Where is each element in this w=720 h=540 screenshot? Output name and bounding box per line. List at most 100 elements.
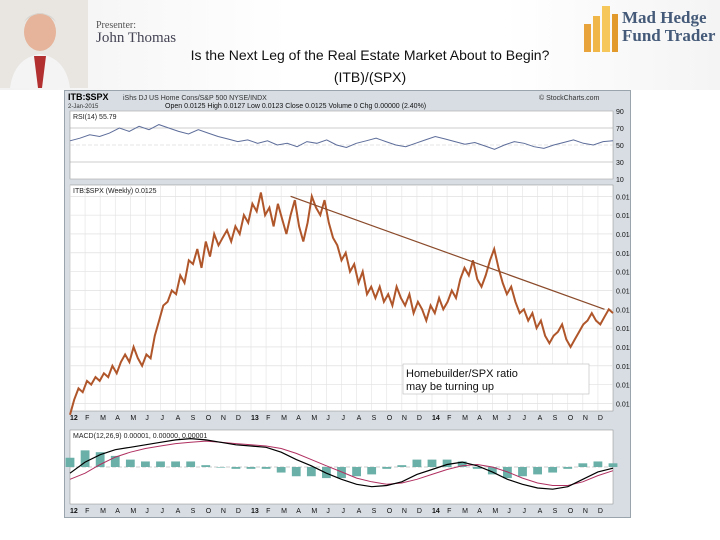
price-tick-label: 0.0155: [616, 194, 630, 201]
macd-histogram-bar: [141, 461, 150, 467]
price-x-tick-label: A: [176, 415, 181, 422]
macd-histogram-bar: [246, 467, 256, 469]
price-x-tick-label: A: [538, 415, 543, 422]
slide-title-line2: (ITB)/(SPX): [333, 69, 407, 85]
price-x-tick-label: M: [100, 415, 106, 422]
macd-x-tick-label: F: [266, 508, 270, 515]
logo-line1: Mad Hedge: [622, 8, 707, 27]
macd-x-tick-label: A: [538, 508, 543, 515]
price-x-tick-label: 14: [432, 415, 440, 422]
macd-histogram-bar: [110, 455, 120, 467]
macd-x-tick-label: O: [387, 508, 393, 515]
macd-x-tick-label: 12: [70, 508, 78, 515]
macd-histogram-bar: [216, 467, 226, 468]
price-x-tick-label: F: [266, 415, 270, 422]
price-x-tick-label: J: [523, 415, 527, 422]
macd-x-tick-label: M: [130, 508, 136, 515]
price-x-tick-label: F: [85, 415, 89, 422]
macd-x-tick-label: A: [115, 508, 120, 515]
macd-histogram-bar: [291, 467, 301, 477]
macd-x-tick-label: D: [598, 508, 603, 515]
price-x-tick-label: A: [477, 415, 482, 422]
price-x-tick-label: D: [236, 415, 241, 422]
presenter-photo: [0, 0, 88, 88]
price-x-tick-label: A: [115, 415, 120, 422]
logo-line2: Fund Trader: [622, 26, 716, 45]
macd-histogram-bar: [337, 467, 346, 479]
macd-x-tick-label: J: [342, 508, 346, 515]
chart-quote-line: Open 0.0125 High 0.0127 Low 0.0123 Close…: [165, 103, 426, 110]
rsi-tick-label: 50: [616, 143, 624, 150]
macd-histogram-bar: [65, 457, 75, 467]
price-tick-label: 0.0115: [616, 345, 630, 352]
rsi-line: [69, 124, 614, 150]
price-tick-label: 0.015: [616, 213, 630, 220]
macd-x-tick-label: M: [311, 508, 317, 515]
mad-hedge-logo-icon: [584, 6, 618, 52]
annotation-line2: may be turning up: [406, 381, 494, 393]
annotation-line1: Homebuilder/SPX ratio: [406, 368, 518, 380]
macd-x-tick-label: M: [100, 508, 106, 515]
annotation-box: [402, 363, 590, 395]
price-x-tick-label: 12: [70, 415, 78, 422]
macd-x-tick-label: 13: [251, 508, 259, 515]
macd-x-tick-label: O: [568, 508, 574, 515]
macd-histogram-bar: [472, 467, 482, 469]
macd-x-tick-label: 14: [432, 508, 440, 515]
price-x-tick-label: 13: [251, 415, 259, 422]
macd-label: MACD(12,26,9) 0.00001, 0.00000, 0.00001: [73, 433, 207, 440]
macd-x-tick-label: M: [281, 508, 287, 515]
price-tick-label: 0.011: [616, 364, 630, 371]
price-x-tick-label: J: [145, 415, 149, 422]
macd-histogram-bar: [487, 467, 497, 475]
price-x-tick-label: N: [402, 415, 407, 422]
macd-x-tick-label: D: [417, 508, 422, 515]
macd-histogram-bar: [352, 467, 361, 477]
macd-x-tick-label: S: [553, 508, 558, 515]
price-x-tick-label: M: [281, 415, 287, 422]
macd-histogram-bar: [125, 459, 135, 467]
macd-histogram-bar: [80, 450, 90, 467]
macd-x-tick-label: J: [145, 508, 149, 515]
price-label: ITB:$SPX (Weekly) 0.0125: [73, 188, 157, 195]
stockchart-svg: ITB:$SPX iShs DJ US Home Cons/S&P 500 NY…: [65, 92, 638, 515]
macd-x-tick-label: J: [161, 508, 165, 515]
price-x-tick-label: D: [598, 415, 603, 422]
macd-x-tick-label: J: [523, 508, 527, 515]
macd-x-tick-label: F: [85, 508, 89, 515]
macd-histogram-bar: [593, 461, 603, 467]
macd-histogram-bar: [95, 452, 105, 467]
rsi-label: RSI(14) 55.79: [73, 114, 117, 121]
rsi-tick-label: 90: [616, 109, 624, 116]
macd-histogram-bar: [548, 467, 558, 473]
chart-frame: ITB:$SPX iShs DJ US Home Cons/S&P 500 NY…: [64, 90, 638, 518]
price-line: [69, 192, 614, 416]
price-x-tick-label: J: [342, 415, 346, 422]
chart-date: 2-Jan-2015: [68, 104, 99, 110]
macd-histogram-bar: [457, 461, 467, 467]
macd-x-tick-label: D: [236, 508, 241, 515]
price-tick-label: 0.0145: [616, 232, 630, 239]
price-x-tick-label: N: [583, 415, 588, 422]
macd-x-tick-label: A: [477, 508, 482, 515]
price-x-tick-label: F: [447, 415, 451, 422]
macd-line: [69, 437, 614, 490]
rsi-panel: 90 70 50 30 10 RSI(14) 55.79: [69, 109, 624, 184]
macd-histogram-bar: [186, 461, 196, 467]
macd-x-tick-label: M: [492, 508, 498, 515]
macd-histogram-bar: [231, 467, 241, 469]
chart-source: © StockCharts.com: [539, 94, 600, 102]
macd-histogram-bar: [563, 467, 573, 469]
macd-histogram-bar: [578, 463, 588, 467]
macd-histogram-bar: [397, 465, 407, 467]
price-x-tick-label: N: [221, 415, 226, 422]
price-x-tick-label: A: [296, 415, 301, 422]
macd-x-tick-label: O: [206, 508, 212, 515]
rsi-tick-label: 70: [616, 126, 624, 133]
macd-histogram-bar: [427, 459, 437, 467]
price-x-tick-label: S: [191, 415, 196, 422]
price-panel: 0.0155 0.015 0.0145 0.014 0.0135 0.013 0.0125 0…: [69, 184, 638, 422]
macd-histogram-bar: [171, 461, 180, 467]
rsi-tick-label: 10: [616, 177, 624, 184]
price-x-tick-label: D: [417, 415, 422, 422]
